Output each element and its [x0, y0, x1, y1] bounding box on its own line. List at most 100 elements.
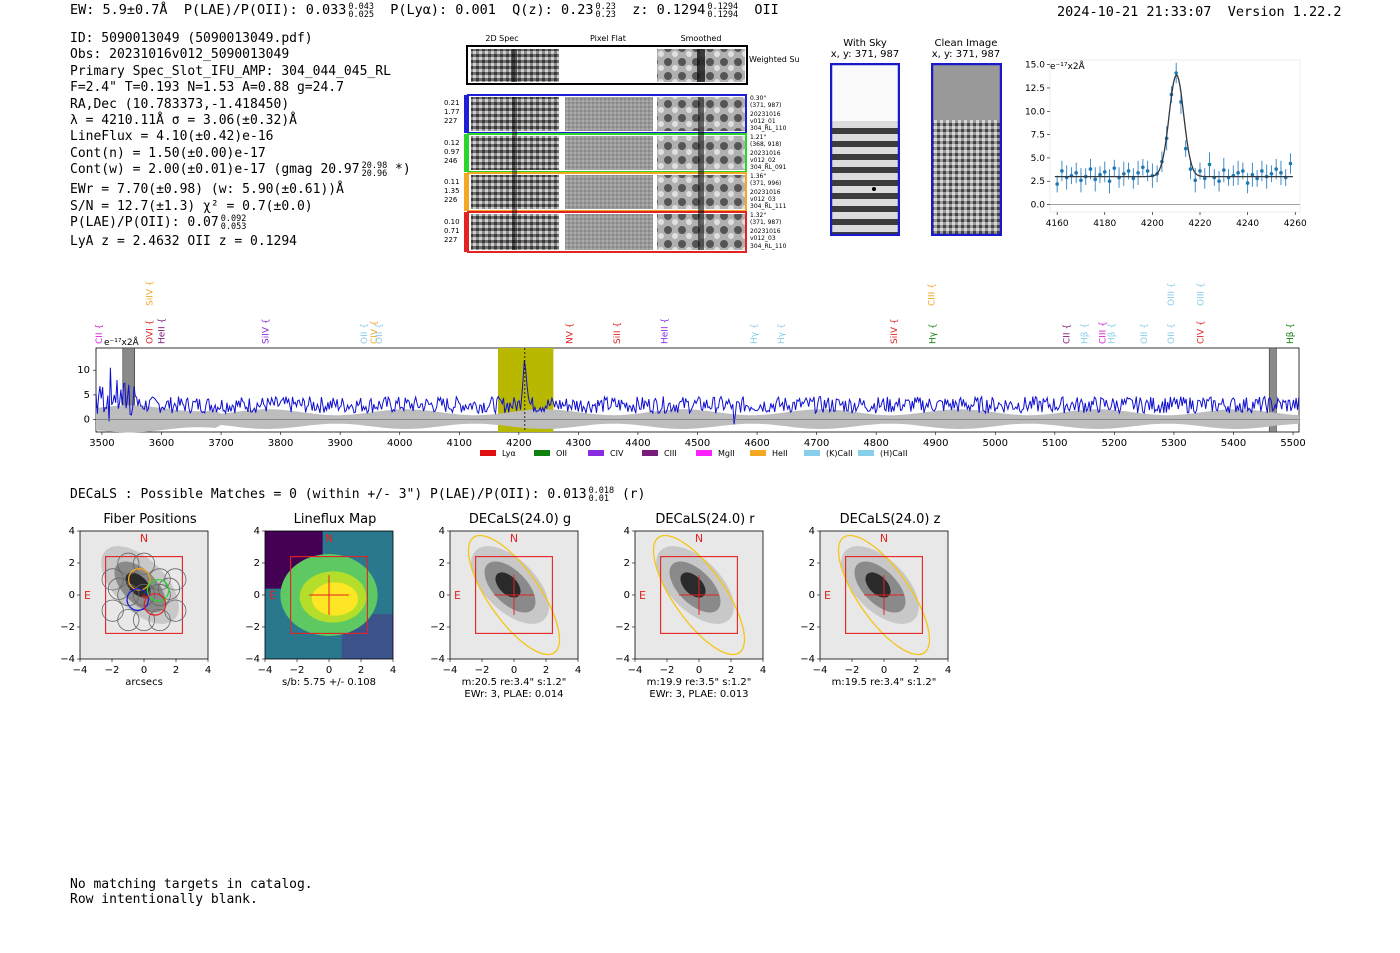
row3-meta5: 304_RL_111 — [750, 203, 787, 210]
row4-num1: 0.10 — [444, 218, 460, 226]
version: Version 1.22.2 — [1227, 4, 1342, 20]
xtick-label: 4 — [575, 665, 581, 676]
spectrum-line-labels: CII {OVI {HeII {SiIV {SiIV {OII {CIV {OI… — [95, 280, 1296, 344]
col-title-pixelflat: Pixel Flat — [590, 34, 626, 43]
info-block: ID: 5090013049 (5090013049.pdf) Obs: 202… — [70, 31, 411, 250]
row4-meta5: 304_RL_110 — [750, 243, 787, 250]
decals-panel: Fiber Positions N E + −4 −4 −2 −2 0 0 2 2 4 4 arcsecs — [60, 512, 240, 736]
caption-line1: arcsecs — [125, 677, 163, 688]
spectral-line-label: CIV { — [1197, 320, 1207, 344]
zoom-point — [1250, 172, 1255, 177]
info-fit: F=2.4" T=0.193 N=1.53 A=0.88 g=24.7 — [70, 80, 344, 96]
ytick-label: 2 — [809, 558, 815, 569]
info-lineflux: LineFlux = 4.10(±0.42)e-16 — [70, 129, 274, 145]
row2-2dspec — [471, 136, 559, 170]
east-label: E — [84, 589, 91, 602]
clean-image-title-block: Clean Image x, y: 371, 987 — [930, 38, 1002, 60]
ytick-label: −4 — [800, 654, 815, 665]
xtick-label: 0 — [881, 665, 887, 676]
decals-summary-text: DECaLS : Possible Matches = 0 (within +/… — [70, 487, 587, 502]
ytick-label: 2 — [69, 558, 75, 569]
highlight-fiber — [143, 593, 167, 616]
spectrum-xtick-label: 3600 — [149, 438, 174, 449]
ytick-label: −2 — [430, 622, 445, 633]
xtick-label: 0 — [511, 665, 517, 676]
row4-meta2: (371, 987) — [750, 219, 781, 226]
fiber-circle — [117, 552, 140, 575]
spectral-line-label: SiIV { — [146, 280, 156, 306]
spectral-line-label: SiII { — [613, 322, 623, 344]
info-obs: Obs: 20231016v012_5090013049 — [70, 47, 290, 63]
ytick-label: 0 — [254, 590, 260, 601]
decals-panel-title: Fiber Positions — [103, 512, 197, 527]
row2-num1: 0.12 — [444, 139, 460, 147]
row2-meta1: 1.21" — [750, 134, 766, 141]
caption-line1: m:19.5 re:3.4" s:1.2" — [832, 677, 937, 688]
zoom-xtick-label: 4200 — [1141, 219, 1164, 229]
clean-image-xy: x, y: 371, 987 — [931, 49, 1001, 60]
zoom-point — [1174, 71, 1178, 75]
decals-panel: DECaLS(24.0) z N E −4 −4 −2 −2 0 0 2 2 4 4 m:19.5 re:… — [800, 512, 980, 736]
north-label: N — [325, 532, 333, 545]
xtick-label: −2 — [105, 665, 120, 676]
ytick-label: 4 — [624, 527, 630, 537]
row4-meta3: 20231016 — [750, 228, 781, 235]
row4-num2: 0.71 — [444, 227, 460, 235]
z-value: z: 0.1294 — [632, 2, 706, 18]
z-lo: 0.1294 — [707, 10, 739, 20]
zoom-point — [1060, 169, 1064, 173]
spectrum-xtick-label: 5200 — [1102, 438, 1127, 449]
row3-flat — [565, 175, 653, 209]
plya-value: P(Lyα): 0.001 — [390, 2, 496, 18]
zoom-xtick-label: 4220 — [1189, 219, 1212, 229]
plae-lo: 0.025 — [348, 10, 374, 20]
clean-image-title: Clean Image — [934, 38, 998, 49]
xtick-label: 0 — [696, 665, 702, 676]
fiber-circle — [107, 577, 131, 600]
zoom-point — [1188, 167, 1193, 171]
spectrum-xticks: 3500 3600 3700 3800 3900 4000 4100 4200 4300 4400… — [89, 432, 1306, 449]
row1-marker — [464, 95, 467, 133]
xtick-label: −2 — [845, 665, 860, 676]
zoom-xtick-label: 4160 — [1046, 219, 1069, 229]
decals-panel: DECaLS(24.0) g N E −4 −4 −2 −2 0 0 2 2 4 4 m:20.5 re:… — [430, 512, 610, 736]
xtick-label: −4 — [813, 665, 828, 676]
info-plae: P(LAE)/P(OII): 0.07 — [70, 215, 219, 231]
decals-summary: DECaLS : Possible Matches = 0 (within +/… — [70, 487, 645, 504]
fiber-circle — [132, 552, 156, 575]
xtick-label: 4 — [945, 665, 951, 676]
legend-label: (H)CaII — [880, 449, 907, 458]
decals-panel: DECaLS(24.0) r N E −4 −4 −2 −2 0 0 2 2 4 4 m:19.9 re:… — [615, 512, 795, 736]
xtick-label: −4 — [73, 665, 88, 676]
row1-meta2: (371, 987) — [750, 102, 781, 109]
z-up: 0.1294 — [707, 2, 739, 12]
with-sky-xy: x, y: 371, 987 — [830, 49, 900, 60]
zoom-point — [1088, 167, 1093, 171]
row1-num1: 0.21 — [444, 99, 460, 107]
decals-panel-image: N E −4−4 −2 −2 0 0 2 2 4 4 m:19.5 re:3.4" s:1.2" — [800, 526, 951, 688]
east-label: E — [269, 589, 276, 602]
highlight-fiber — [126, 588, 150, 612]
zoom-point — [1279, 171, 1283, 175]
spectral-line-label: OII { — [375, 323, 385, 344]
spectral-line-label: Hβ { — [1107, 323, 1117, 344]
zoom-point — [1112, 166, 1117, 170]
spectral-line-label: OIII { — [1167, 282, 1177, 306]
caption-line2: EWr: 3, PLAE: 0.013 — [649, 689, 748, 700]
smooth-line-mark — [698, 97, 704, 250]
ytick-label: −2 — [245, 622, 260, 633]
ytick-label: 0 — [69, 590, 75, 601]
decals-panel-image: N E −4−4 −2 −2 0 0 2 2 4 4 s/b: 5.75 +/- 0.108 — [245, 526, 396, 688]
spectral-line-label: CII { — [1063, 324, 1073, 344]
spectrum-ytick-label: 10 — [77, 365, 90, 376]
spectral-line-label: OII { — [1167, 323, 1177, 344]
caption-line1: m:19.9 re:3.5" s:1.2" — [647, 677, 752, 688]
spec-line-mark — [512, 97, 517, 250]
zoom-point — [1102, 170, 1107, 174]
xtick-label: 2 — [358, 665, 364, 676]
caption-line2: EWr: 3, PLAE: 0.014 — [464, 689, 563, 700]
xtick-label: 0 — [326, 665, 332, 676]
search-box — [290, 556, 368, 634]
zoom-point — [1074, 171, 1078, 175]
weighted-smooth-mark — [697, 49, 705, 82]
